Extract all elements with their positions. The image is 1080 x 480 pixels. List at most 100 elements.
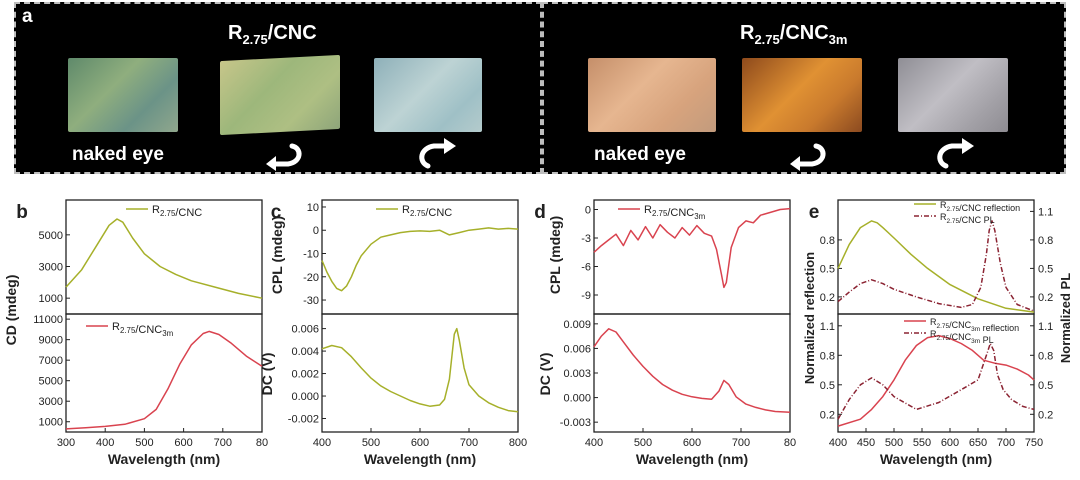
ylabel-normalized-reflection: Normalized reflection <box>802 252 817 384</box>
photo-cnc-naked <box>68 58 178 132</box>
x-tick-label: 700 <box>460 437 478 449</box>
x-tick-label: 700 <box>214 437 232 449</box>
legend-part: R <box>402 204 410 216</box>
y-tick-label: 1.1 <box>820 321 835 333</box>
panel-letter-a: a <box>22 6 33 27</box>
legend-part: 2.75 <box>410 209 426 218</box>
x-tick-label: 400 <box>96 437 114 449</box>
series-line-e-top-PL <box>837 220 1035 312</box>
legend-part: 3m <box>694 212 705 221</box>
series-line-d-bottom-DC <box>593 328 791 414</box>
legend-part: R <box>930 329 937 339</box>
y-tick-label: 0.2 <box>820 292 835 304</box>
y-axis-label: CPL (mdeg) <box>547 216 563 294</box>
legend-part: R <box>112 321 120 333</box>
x-tick-label: 500 <box>135 437 153 449</box>
ylabel-normalized-pl: Normalized PL <box>1058 273 1073 363</box>
legend-part: 3m <box>971 338 980 345</box>
y-tick-label: -3 <box>581 233 591 245</box>
y-tick-label-right: 0.2 <box>1038 409 1053 421</box>
y-tick-label: 1000 <box>39 417 63 429</box>
legend-label: R2.75/CNC3m <box>644 204 706 221</box>
y-tick-label: 0.002 <box>291 369 319 381</box>
y-tick-label-right: 0.2 <box>1038 292 1053 304</box>
y-tick-label: 0.8 <box>820 235 835 247</box>
legend-part: 2.75 <box>947 218 960 225</box>
panel-a-right-title: R2.75/CNC3m <box>740 22 847 47</box>
y-tick-label: 7000 <box>39 355 63 367</box>
x-tick-label: 600 <box>174 437 192 449</box>
legend-part: 3m <box>971 326 980 333</box>
legend-part: /CNC reflection <box>959 203 1020 213</box>
legend-label: R2.75/CNC3m reflection <box>930 317 1019 333</box>
y-tick-label: 0.006 <box>291 324 319 336</box>
x-tick-label: 600 <box>683 437 701 449</box>
title-sub: 2.75 <box>754 32 780 47</box>
y-tick-label: 0 <box>313 225 319 237</box>
panel-letter-b: b <box>16 202 28 223</box>
legend-part: /CNC <box>135 324 162 336</box>
panel-a-left: R2.75/CNC naked eye <box>14 2 542 174</box>
panel-a-left-title: R2.75/CNC <box>228 22 317 47</box>
legend-label: R2.75/CNC PL <box>940 212 995 225</box>
legend-part: R <box>940 212 947 222</box>
y-tick-label: 3000 <box>39 396 63 408</box>
series-line-c-bottom-DC <box>321 327 519 413</box>
x-tick-label: 80 <box>256 437 268 449</box>
x-axis-label: Wavelength (nm) <box>636 451 748 467</box>
x-tick-label: 550 <box>913 437 931 449</box>
y-tick-label: -6 <box>581 262 591 274</box>
y-tick-label: 0.8 <box>820 350 835 362</box>
y-tick-label-right: 1.1 <box>1038 321 1053 333</box>
y-tick-label-right: 1.1 <box>1038 206 1053 218</box>
x-tick-label: 400 <box>313 437 331 449</box>
y-axis-label: CPL (mdeg) <box>269 216 285 294</box>
title-main: R <box>228 22 243 44</box>
left-circular-arrow-icon <box>266 143 302 171</box>
x-tick-label: 400 <box>829 437 847 449</box>
y-tick-label: -20 <box>303 272 319 284</box>
legend-part: /CNC <box>425 207 452 219</box>
y-tick-label: -0.003 <box>560 417 591 429</box>
plot-frame-e-bottom <box>837 313 1035 433</box>
x-tick-label: 500 <box>634 437 652 449</box>
legend-part: reflection <box>980 323 1019 333</box>
x-tick-label: 400 <box>585 437 603 449</box>
y-tick-label-right: 0.5 <box>1038 380 1053 392</box>
legend-part: PL <box>980 335 994 345</box>
y-axis-label: DC (V) <box>537 353 553 396</box>
legend-part: /CNC <box>175 207 202 219</box>
y-tick-label-right: 0.5 <box>1038 263 1053 275</box>
legend-part: /CNC <box>949 332 971 342</box>
title-sub: 2.75 <box>242 32 268 47</box>
y-tick-label: 10 <box>307 202 319 214</box>
y-tick-label: 9000 <box>39 335 63 347</box>
y-tick-label: 5000 <box>39 376 63 388</box>
x-tick-label: 600 <box>941 437 959 449</box>
x-tick-label: 650 <box>969 437 987 449</box>
legend-part: 3m <box>162 329 173 338</box>
photo-cnc3m-left-hand <box>742 58 862 132</box>
y-tick-label: 3000 <box>39 262 63 274</box>
x-tick-label: 80 <box>784 437 796 449</box>
y-tick-label: 0.004 <box>291 346 319 358</box>
x-tick-label: 300 <box>57 437 75 449</box>
y-tick-label: 5000 <box>39 230 63 242</box>
y-tick-label-right: 0.8 <box>1038 235 1053 247</box>
legend-part: 2.75 <box>652 209 668 218</box>
y-tick-label: 0.5 <box>820 380 835 392</box>
title-main: R <box>740 22 755 44</box>
panel-letter-e: e <box>809 202 820 223</box>
legend-part: /CNC <box>667 207 694 219</box>
y-tick-label: 0.009 <box>563 319 591 331</box>
x-axis-label: Wavelength (nm) <box>108 451 220 467</box>
panel-a-right: R2.75/CNC3m naked eye <box>542 2 1066 174</box>
series-line-e-top-reflection <box>837 220 1035 313</box>
series-line-d-top-R2.75/CNC3m <box>593 207 791 289</box>
series-line-e-bottom-PL <box>837 342 1035 420</box>
legend-part: R <box>152 204 160 216</box>
x-tick-label: 700 <box>732 437 750 449</box>
plot-frame-e-top <box>837 199 1035 315</box>
legend-part: R <box>930 317 937 327</box>
